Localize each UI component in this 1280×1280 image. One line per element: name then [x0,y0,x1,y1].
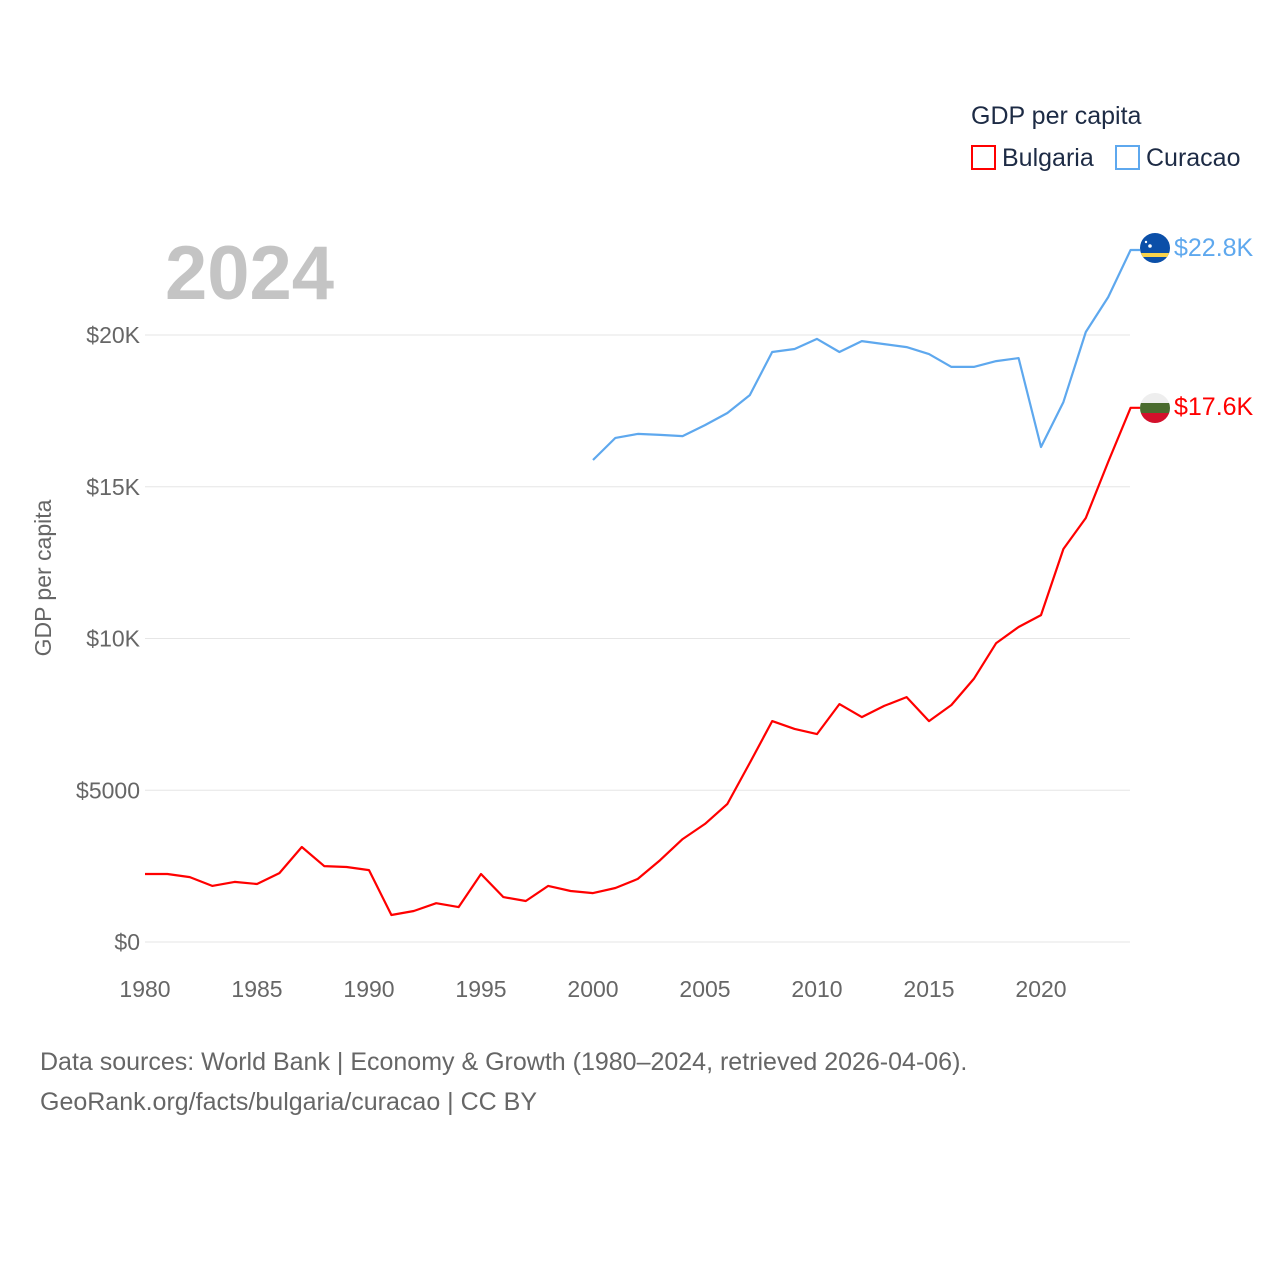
series-line-bulgaria[interactable] [145,406,1140,917]
x-tick-label: 1985 [231,976,282,1002]
series-line-curacao[interactable] [592,248,1140,461]
legend: GDP per capita Bulgaria Curacao [971,102,1241,172]
curacao-flag-icon [1140,233,1170,263]
x-tick-label: 2010 [791,976,842,1002]
footer: Data sources: World Bank | Economy & Gro… [40,1042,967,1122]
footer-link[interactable]: GeoRank.org/facts/bulgaria/curacao | CC … [40,1088,538,1116]
x-tick-label: 2015 [903,976,954,1002]
y-tick-label: $10K [86,626,140,652]
legend-label-curacao[interactable]: Curacao [1146,144,1241,172]
y-tick-label: $0 [114,929,140,955]
curacao-end-label: $22.8K [1174,234,1254,262]
x-tick-label: 2005 [679,976,730,1002]
legend-label-bulgaria[interactable]: Bulgaria [1002,144,1094,172]
y-tick-label: $5000 [76,777,140,803]
y-axis-label: GDP per capita [30,499,56,656]
x-tick-label: 2000 [567,976,618,1002]
legend-swatch-bulgaria[interactable] [971,145,996,170]
legend-title: GDP per capita [971,102,1142,130]
x-tick-label: 2020 [1015,976,1066,1002]
x-tick-label: 1990 [343,976,394,1002]
bulgaria-end-label: $17.6K [1174,393,1254,421]
x-tick-label: 1980 [119,976,170,1002]
footer-sources: Data sources: World Bank | Economy & Gro… [40,1048,968,1076]
bulgaria-flag-icon [1140,393,1170,423]
legend-swatch-curacao[interactable] [1115,145,1140,170]
y-tick-label: $15K [86,474,140,500]
y-tick-label: $20K [86,322,140,348]
chart-title-year: 2024 [165,231,334,316]
x-tick-label: 1995 [455,976,506,1002]
